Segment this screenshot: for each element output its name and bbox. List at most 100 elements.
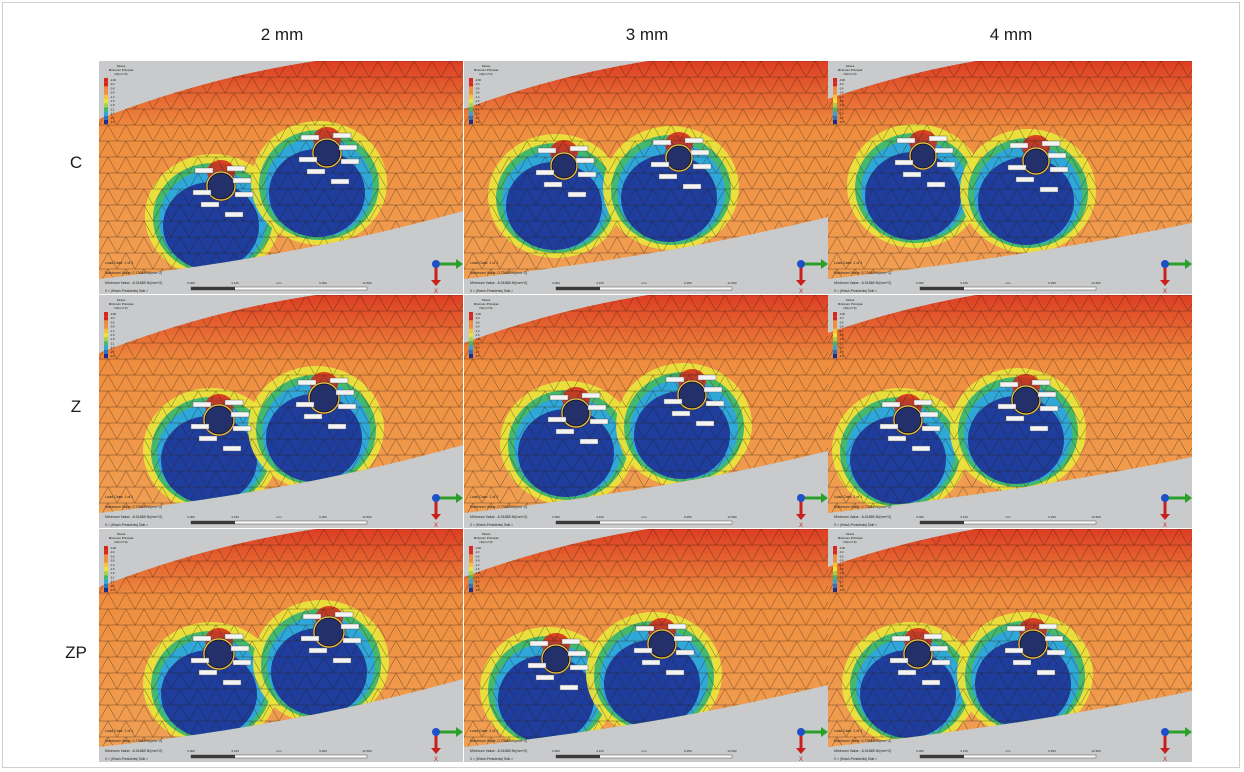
scale-tick-label: mm [642, 515, 647, 519]
screw-hole [314, 617, 344, 647]
axis-x-head [796, 514, 806, 520]
axis-y-head [456, 259, 463, 269]
maximum-value-label: Maximum Value: 0.73648 N/(mm^2) [470, 739, 527, 743]
legend-tick-label: -2.4 [839, 346, 844, 350]
screw-hole [648, 630, 676, 658]
bone-section [464, 295, 828, 514]
legend-swatch [104, 328, 108, 333]
screw-hole [309, 383, 339, 413]
node-value-label [897, 669, 917, 676]
node-value-label [652, 139, 672, 146]
legend-tick-label: -1.5 [110, 99, 115, 103]
axis-x-head [1160, 748, 1170, 754]
legend-tick-label: -0.3 [475, 82, 480, 86]
result-info: Load Case: 1 of 1 Maximum Value: 0.73648 … [105, 495, 162, 527]
node-value-label [340, 158, 360, 165]
scale-tick-label: 0.000 [916, 515, 924, 519]
scale-tick-label: 12.500 [362, 281, 372, 285]
node-value-label [1049, 166, 1069, 173]
legend-swatch [833, 333, 837, 338]
screw-hole [904, 640, 932, 668]
legend-swatch [469, 99, 473, 104]
legend-swatch [469, 86, 473, 91]
scale-tick-label: 12.500 [727, 515, 737, 519]
node-value-label [641, 659, 661, 666]
legend-title: N/(mm^2) [843, 72, 856, 76]
load-case-label: Load Case: 1 of 1 [470, 729, 498, 733]
legend-swatch [104, 349, 108, 354]
legend-tick-label: -1.5 [475, 333, 480, 337]
legend-swatch [104, 562, 108, 567]
legend-swatch [469, 554, 473, 559]
node-value-label [306, 168, 326, 175]
legend-swatch [469, 341, 473, 346]
node-value-label [329, 377, 349, 384]
scale-tick-label: 0.000 [552, 749, 560, 753]
node-value-label [569, 664, 589, 671]
legend-swatch [469, 571, 473, 576]
scale-tick-label: 12.500 [1091, 281, 1101, 285]
legend-swatch [833, 94, 837, 99]
legend-tick-label: -1.2 [110, 563, 115, 567]
fea-panel-c-4mm: Stress Minimum Principal N/(mm^2) -0.00 -0.3… [828, 61, 1192, 294]
row-title-z: Z [70, 397, 82, 416]
scale-bar-segment [191, 521, 235, 524]
legend-tick-label: -0.00 [839, 78, 845, 82]
legend-tick-label: -2.4 [110, 580, 115, 584]
scale-tick-label: mm [277, 749, 282, 753]
legend-tick-label: -2.4 [839, 112, 844, 116]
scale-tick-label: 3.125 [596, 515, 604, 519]
legend-swatch [833, 575, 837, 580]
scale-bar-segment [920, 521, 964, 524]
node-value-label [891, 635, 911, 642]
fea-panel-zp-2mm: Stress Minimum Principal N/(mm^2) -0.00 -0.3… [99, 529, 463, 762]
node-value-label [569, 145, 589, 152]
legend-tick-label: -0.9 [839, 559, 844, 563]
load-case-label: Load Case: 1 of 1 [105, 729, 133, 733]
node-value-label [535, 674, 555, 681]
axis-triad: X [431, 727, 463, 762]
legend-tick-label: -2.4 [839, 580, 844, 584]
legend-tick-label: -2.7 [839, 584, 844, 588]
legend-swatch [833, 107, 837, 112]
screw-hole [562, 399, 590, 427]
legend-swatch [833, 571, 837, 576]
legend-tick-label: -0.9 [839, 325, 844, 329]
legend-swatch [469, 349, 473, 354]
scale-tick-label: 0.000 [916, 749, 924, 753]
node-value-label [1039, 186, 1059, 193]
legend-swatch [104, 320, 108, 325]
legend-swatch [469, 558, 473, 563]
legend-tick-label: -2.4 [110, 112, 115, 116]
fea-panel-zp-4mm: Stress Minimum Principal N/(mm^2) -0.00 -0.3… [828, 529, 1192, 762]
screw-hole [1023, 148, 1049, 174]
scale-tick-label: 0.000 [916, 281, 924, 285]
node-value-label [635, 625, 655, 632]
axis-y-head [456, 727, 463, 737]
legend-swatch [833, 345, 837, 350]
node-value-label [1029, 425, 1049, 432]
legend-swatch [833, 579, 837, 584]
scale-bar-segment [556, 521, 600, 524]
node-value-label [222, 679, 242, 686]
legend-swatch [104, 82, 108, 87]
maximum-value-label: Maximum Value: 0.73648 N/(mm^2) [105, 505, 162, 509]
node-value-label [1036, 669, 1056, 676]
legend-swatch [833, 588, 837, 593]
legend-swatch [833, 558, 837, 563]
node-value-label [1037, 391, 1057, 398]
scale-tick-label: 3.125 [596, 281, 604, 285]
legend-title: Minimum Principal [838, 536, 863, 540]
legend-tick-label: -3.0 [110, 120, 115, 124]
legend-tick-label: -3.0 [839, 120, 844, 124]
scale-tick-label: 0.000 [187, 281, 195, 285]
axis-z-dot [1161, 260, 1169, 268]
legend-tick-label: -2.7 [110, 116, 115, 120]
node-value-label [232, 659, 252, 666]
legend-swatch [104, 558, 108, 563]
legend-swatch [104, 575, 108, 580]
row-title-c: C [69, 153, 83, 172]
